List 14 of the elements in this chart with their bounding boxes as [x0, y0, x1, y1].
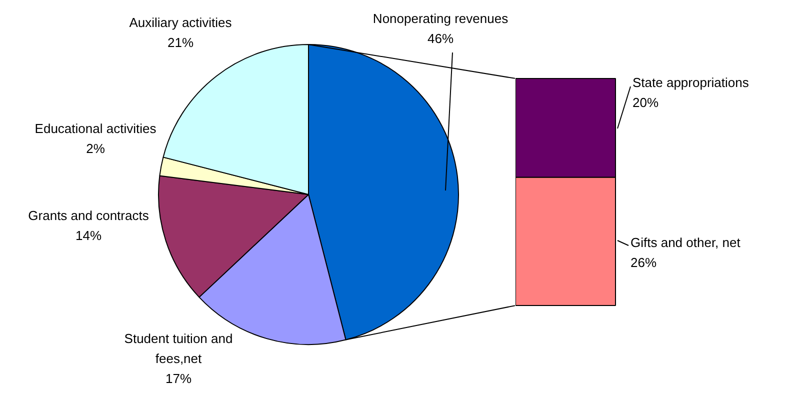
slice-label: Auxiliary activities — [129, 15, 232, 30]
series-label: State appropriations — [632, 75, 750, 90]
data-label: 2% — [86, 141, 106, 156]
slice-label: Educational activities — [34, 121, 157, 136]
slice-label: Nonoperating revenues — [372, 11, 509, 26]
data-label: 46% — [427, 31, 454, 46]
slice-label: Grants and contracts — [28, 208, 150, 223]
slice-label: Student tuition and fees,net — [124, 331, 233, 366]
data-label: 14% — [75, 228, 102, 243]
data-label: 26% — [630, 255, 657, 270]
data-label: 20% — [632, 95, 659, 110]
data-label: 17% — [165, 371, 192, 386]
series-label: Gifts and other, net — [630, 235, 741, 250]
data-label: 21% — [167, 35, 194, 50]
